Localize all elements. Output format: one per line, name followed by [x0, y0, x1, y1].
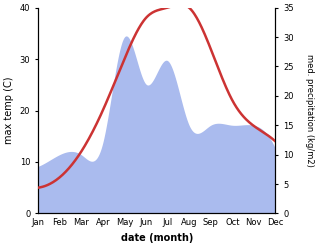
X-axis label: date (month): date (month) — [121, 233, 193, 243]
Y-axis label: med. precipitation (kg/m2): med. precipitation (kg/m2) — [305, 54, 314, 167]
Y-axis label: max temp (C): max temp (C) — [4, 77, 14, 144]
